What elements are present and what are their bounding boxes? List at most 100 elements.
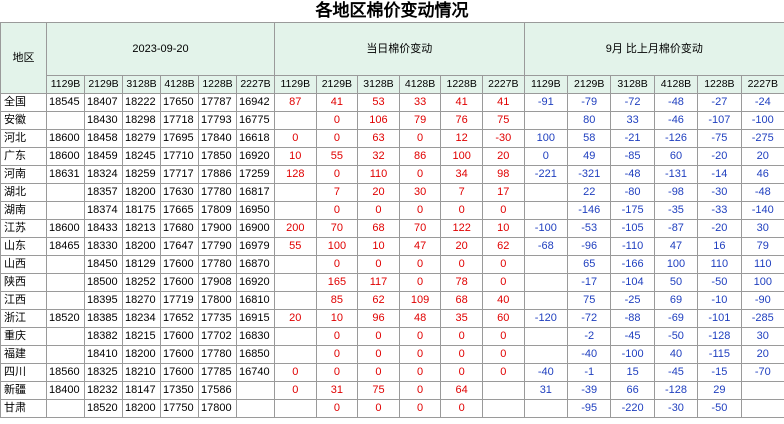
price-cell <box>46 201 85 220</box>
monthly-change-cell: -69 <box>653 309 699 328</box>
price-cell: 16740 <box>236 363 275 382</box>
price-cell: 16810 <box>236 291 275 310</box>
price-cell: 17600 <box>160 273 199 292</box>
table-row: 山东 18465 18330 18200 17647 17790 16979 55 100 10 4… <box>0 237 784 256</box>
monthly-change-cell: 31 <box>523 381 569 400</box>
price-cell: 17650 <box>160 93 199 112</box>
daily-change-cell: 0 <box>481 201 525 220</box>
column-header: 2129B <box>315 75 359 94</box>
table-row: 浙江 18520 18385 18234 17652 17735 16915 20 10 96 48… <box>0 309 784 328</box>
price-cell: 16775 <box>236 111 275 130</box>
monthly-change-cell <box>523 273 569 292</box>
price-cell: 17586 <box>198 381 237 400</box>
price-cell: 18465 <box>46 237 85 256</box>
daily-change-cell: 85 <box>315 291 359 310</box>
price-cell <box>236 381 275 400</box>
monthly-change-cell: -88 <box>610 309 655 328</box>
daily-change-cell: 41 <box>440 93 483 112</box>
price-cell: 17780 <box>198 255 237 274</box>
daily-change-cell: 0 <box>398 201 442 220</box>
price-cell: 18433 <box>84 219 123 238</box>
daily-change-cell: -30 <box>481 129 525 148</box>
monthly-change-cell: -166 <box>610 255 655 274</box>
monthly-change-cell: -30 <box>697 183 742 202</box>
monthly-change-cell <box>523 255 569 274</box>
daily-change-cell: 70 <box>398 219 442 238</box>
monthly-change-cell: -72 <box>567 309 612 328</box>
daily-change-cell: 78 <box>440 273 483 292</box>
region-cell: 重庆 <box>0 327 47 346</box>
daily-change-cell: 0 <box>481 345 525 364</box>
price-cell <box>46 291 85 310</box>
monthly-change-cell: 22 <box>567 183 612 202</box>
daily-change-cell: 128 <box>274 165 317 184</box>
price-cell: 18324 <box>84 165 123 184</box>
monthly-change-cell: 16 <box>697 237 742 256</box>
monthly-change-cell: 100 <box>523 129 569 148</box>
price-cell: 18245 <box>122 147 161 166</box>
daily-change-cell: 20 <box>481 147 525 166</box>
monthly-change-cell: -25 <box>610 291 655 310</box>
monthly-change-cell: -101 <box>697 309 742 328</box>
column-header: 4128B <box>653 75 699 94</box>
monthly-change-cell: -90 <box>740 291 784 310</box>
price-cell: 17600 <box>160 363 199 382</box>
column-header: 4128B <box>160 75 199 94</box>
daily-change-cell: 30 <box>398 183 442 202</box>
monthly-change-cell: 46 <box>740 165 784 184</box>
monthly-change-cell: -53 <box>567 219 612 238</box>
daily-change-cell: 35 <box>440 309 483 328</box>
column-header: 3128B <box>610 75 655 94</box>
price-cell: 18232 <box>84 381 123 400</box>
price-cell: 18200 <box>122 399 161 418</box>
region-cell: 甘肃 <box>0 399 47 418</box>
price-cell: 17350 <box>160 381 199 400</box>
monthly-change-cell: 15 <box>610 363 655 382</box>
daily-change-cell: 106 <box>357 111 400 130</box>
daily-change-cell: 47 <box>398 237 442 256</box>
daily-change-cell: 0 <box>481 255 525 274</box>
price-cell: 18374 <box>84 201 123 220</box>
monthly-change-cell: -50 <box>653 327 699 346</box>
monthly-change-cell: 79 <box>740 237 784 256</box>
monthly-change-cell: -20 <box>697 147 742 166</box>
daily-change-cell: 98 <box>481 165 525 184</box>
price-cell: 18200 <box>122 345 161 364</box>
region-cell: 河南 <box>0 165 47 184</box>
region-header: 地区 <box>0 22 47 94</box>
monthly-change-cell: 65 <box>567 255 612 274</box>
price-cell: 18200 <box>122 183 161 202</box>
monthly-change-cell: -10 <box>697 291 742 310</box>
daily-change-cell: 109 <box>398 291 442 310</box>
daily-change-cell: 60 <box>481 309 525 328</box>
price-cell <box>46 183 85 202</box>
daily-change-cell: 0 <box>481 273 525 292</box>
monthly-change-cell: 20 <box>740 147 784 166</box>
monthly-change-cell: 40 <box>653 345 699 364</box>
monthly-change-cell: -87 <box>653 219 699 238</box>
monthly-change-cell: 33 <box>610 111 655 130</box>
price-cell: 16817 <box>236 183 275 202</box>
daily-change-cell: 0 <box>481 327 525 346</box>
price-cell: 17652 <box>160 309 199 328</box>
price-cell: 18210 <box>122 363 161 382</box>
monthly-change-cell: -85 <box>610 147 655 166</box>
daily-change-cell: 0 <box>357 345 400 364</box>
monthly-change-cell <box>740 381 784 400</box>
daily-change-cell: 0 <box>357 363 400 382</box>
monthly-change-cell: -48 <box>740 183 784 202</box>
daily-change-cell: 0 <box>274 363 317 382</box>
monthly-change-cell: -50 <box>697 399 742 418</box>
monthly-change-cell: -45 <box>610 327 655 346</box>
monthly-change-cell: 29 <box>697 381 742 400</box>
monthly-change-cell: -39 <box>567 381 612 400</box>
price-cell: 16950 <box>236 201 275 220</box>
price-cell: 17908 <box>198 273 237 292</box>
price-cell: 17695 <box>160 129 199 148</box>
monthly-change-cell: -100 <box>523 219 569 238</box>
price-cell: 17735 <box>198 309 237 328</box>
daily-change-cell: 0 <box>398 129 442 148</box>
monthly-change-cell: -24 <box>740 93 784 112</box>
price-cell: 17790 <box>198 237 237 256</box>
price-cell <box>236 399 275 418</box>
